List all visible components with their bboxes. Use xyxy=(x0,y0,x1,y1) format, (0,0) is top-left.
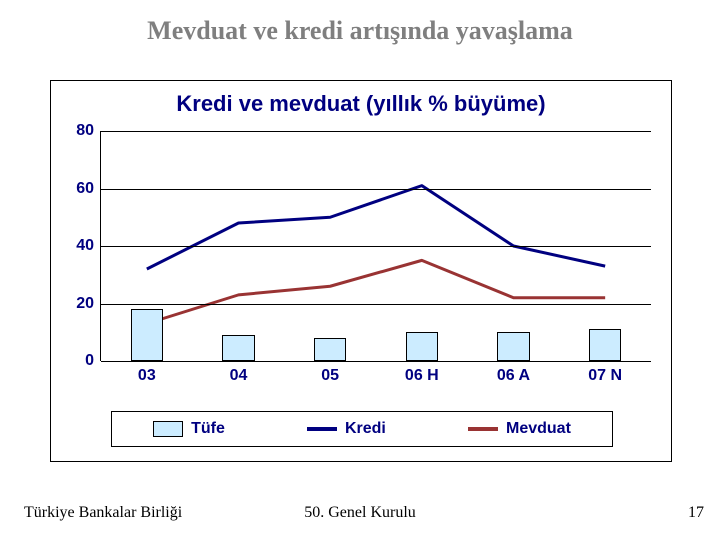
x-tick-label: 06 H xyxy=(405,367,439,385)
y-tick-label: 0 xyxy=(66,352,94,370)
bar xyxy=(314,338,346,361)
legend-swatch-line xyxy=(468,427,498,431)
y-tick-label: 60 xyxy=(66,180,94,198)
grid-line xyxy=(101,361,651,362)
x-tick-label: 05 xyxy=(321,367,339,385)
legend-item: Tüfe xyxy=(153,420,225,438)
footer-center: 50. Genel Kurulu xyxy=(0,504,720,522)
grid-line xyxy=(101,246,651,247)
x-tick-label: 07 N xyxy=(588,367,622,385)
y-tick-label: 20 xyxy=(66,295,94,313)
series-line xyxy=(147,260,605,323)
page-number: 17 xyxy=(688,504,704,522)
slide-title: Mevduat ve kredi artışında yavaşlama xyxy=(0,16,720,46)
legend-item: Kredi xyxy=(307,420,386,438)
footer: Türkiye Bankalar Birliği 50. Genel Kurul… xyxy=(0,504,720,526)
series-line xyxy=(147,186,605,269)
legend-item: Mevduat xyxy=(468,420,571,438)
legend: Tüfe Kredi Mevduat xyxy=(111,411,613,447)
x-tick-label: 03 xyxy=(138,367,156,385)
chart-title: Kredi ve mevduat (yıllık % büyüme) xyxy=(51,91,671,117)
grid-line xyxy=(101,189,651,190)
legend-label: Kredi xyxy=(345,420,386,438)
slide: Mevduat ve kredi artışında yavaşlama Kre… xyxy=(0,0,720,540)
legend-swatch-line xyxy=(307,427,337,431)
legend-label: Tüfe xyxy=(191,420,225,438)
bar xyxy=(589,329,621,361)
y-tick-label: 40 xyxy=(66,237,94,255)
bar xyxy=(222,335,254,361)
chart-container: Kredi ve mevduat (yıllık % büyüme) 02040… xyxy=(50,80,672,462)
legend-swatch-bar xyxy=(153,421,183,437)
grid-line xyxy=(101,304,651,305)
x-tick-label: 06 A xyxy=(497,367,530,385)
y-tick-label: 80 xyxy=(66,122,94,140)
bar xyxy=(131,309,163,361)
bar xyxy=(497,332,529,361)
grid-line xyxy=(101,131,651,132)
plot-area: 02040608003040506 H06 A07 N xyxy=(101,131,651,361)
legend-label: Mevduat xyxy=(506,420,571,438)
bar xyxy=(406,332,438,361)
x-tick-label: 04 xyxy=(230,367,248,385)
